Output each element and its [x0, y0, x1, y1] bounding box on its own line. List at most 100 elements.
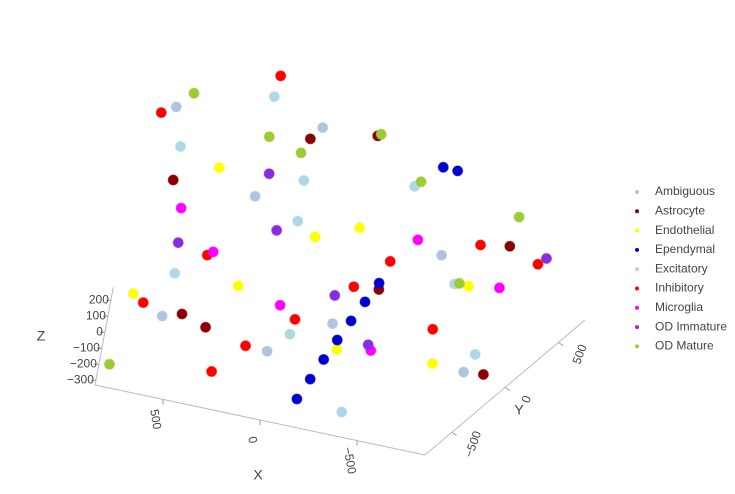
- data-point: [463, 280, 475, 292]
- legend-label: Ependymal: [655, 242, 715, 256]
- data-point: [240, 340, 252, 352]
- legend-marker: [635, 209, 639, 214]
- data-point: [188, 87, 200, 99]
- data-point: [169, 267, 181, 279]
- data-point: [249, 190, 261, 202]
- data-point: [213, 162, 225, 174]
- data-point: [437, 161, 449, 173]
- data-point: [318, 353, 330, 365]
- data-point: [292, 215, 304, 227]
- legend-marker: [635, 267, 639, 272]
- data-point: [176, 308, 188, 320]
- axes: 500 0 −500 −500 0 500 200 100 0 −100 −200 −300: [67, 287, 590, 475]
- data-point: [172, 237, 184, 249]
- data-point: [359, 296, 371, 308]
- data-point: [354, 222, 366, 234]
- z-tick-label: 0: [96, 324, 103, 338]
- legend-marker: [635, 344, 639, 349]
- legend-marker: [635, 286, 639, 291]
- data-point: [415, 176, 427, 188]
- legend: Ambiguous Astrocyte Endothelial Ependymal Ex…: [635, 184, 727, 353]
- data-point: [304, 133, 316, 145]
- data-point: [532, 258, 544, 270]
- data-point: [263, 168, 275, 180]
- z-axis-title: Z: [37, 328, 46, 344]
- y-tick-label: −500: [462, 429, 485, 459]
- data-point: [329, 289, 341, 301]
- data-point: [103, 358, 115, 370]
- data-point: [206, 366, 218, 378]
- legend-label: Excitatory: [655, 261, 708, 275]
- legend-label: Endothelial: [655, 223, 714, 237]
- data-point: [458, 366, 470, 378]
- data-point: [469, 348, 481, 360]
- data-point: [412, 234, 424, 246]
- legend-label: Microglia: [655, 300, 703, 314]
- data-point: [170, 101, 182, 113]
- y-tick: [451, 432, 457, 436]
- z-tick-label: 100: [86, 308, 106, 322]
- data-point: [309, 231, 321, 243]
- data-point: [362, 339, 374, 351]
- data-point: [513, 211, 525, 223]
- z-tick-label: −200: [70, 356, 97, 370]
- y-tick-label: 500: [570, 342, 590, 366]
- data-point: [540, 252, 552, 264]
- data-point: [207, 246, 219, 258]
- data-point: [295, 147, 307, 159]
- data-point: [493, 282, 505, 294]
- data-point: [452, 165, 464, 177]
- data-point: [331, 334, 343, 346]
- legend-marker: [635, 228, 639, 233]
- data-point: [475, 239, 487, 251]
- y-tick: [558, 342, 564, 346]
- data-point: [327, 318, 339, 330]
- data-point: [156, 310, 168, 322]
- data-point: [289, 313, 301, 325]
- data-point: [137, 297, 149, 309]
- data-point: [427, 323, 439, 335]
- data-point: [127, 288, 139, 300]
- data-point: [261, 345, 273, 357]
- data-point: [504, 240, 516, 252]
- y-axis-title: Y: [514, 402, 524, 418]
- data-point: [477, 368, 489, 380]
- data-point: [348, 281, 360, 293]
- data-point: [274, 299, 286, 311]
- data-point: [317, 122, 329, 134]
- data-point: [275, 70, 287, 82]
- axis-line: [94, 287, 114, 386]
- legend-label: OD Immature: [655, 319, 727, 333]
- data-point: [436, 249, 448, 261]
- data-point: [375, 128, 387, 140]
- x-tick-label: 500: [147, 408, 164, 430]
- legend-marker: [635, 325, 639, 330]
- data-point: [345, 315, 357, 327]
- legend-marker: [635, 190, 639, 194]
- data-point: [271, 224, 283, 236]
- legend-label: Astrocyte: [655, 203, 705, 217]
- data-point: [373, 277, 385, 289]
- data-point: [453, 277, 465, 289]
- legend-label: Inhibitory: [655, 281, 704, 295]
- data-point: [155, 107, 167, 119]
- data-point: [336, 406, 348, 418]
- data-point: [167, 174, 179, 186]
- legend-marker: [635, 247, 639, 252]
- data-point: [331, 344, 343, 356]
- data-point: [298, 175, 310, 187]
- data-point: [304, 373, 316, 385]
- x-tick-label: 0: [245, 435, 260, 444]
- data-point: [263, 131, 275, 143]
- y-tick-label: 0: [519, 393, 535, 404]
- data-point: [175, 141, 187, 153]
- data-point: [426, 357, 438, 369]
- data-point: [291, 393, 303, 405]
- legend-marker: [635, 305, 639, 310]
- data-point: [268, 91, 280, 103]
- data-point: [232, 280, 244, 292]
- legend-label: Ambiguous: [655, 184, 715, 198]
- data-point: [284, 328, 296, 340]
- z-tick-label: −300: [67, 372, 94, 386]
- x-axis-title: X: [253, 467, 263, 483]
